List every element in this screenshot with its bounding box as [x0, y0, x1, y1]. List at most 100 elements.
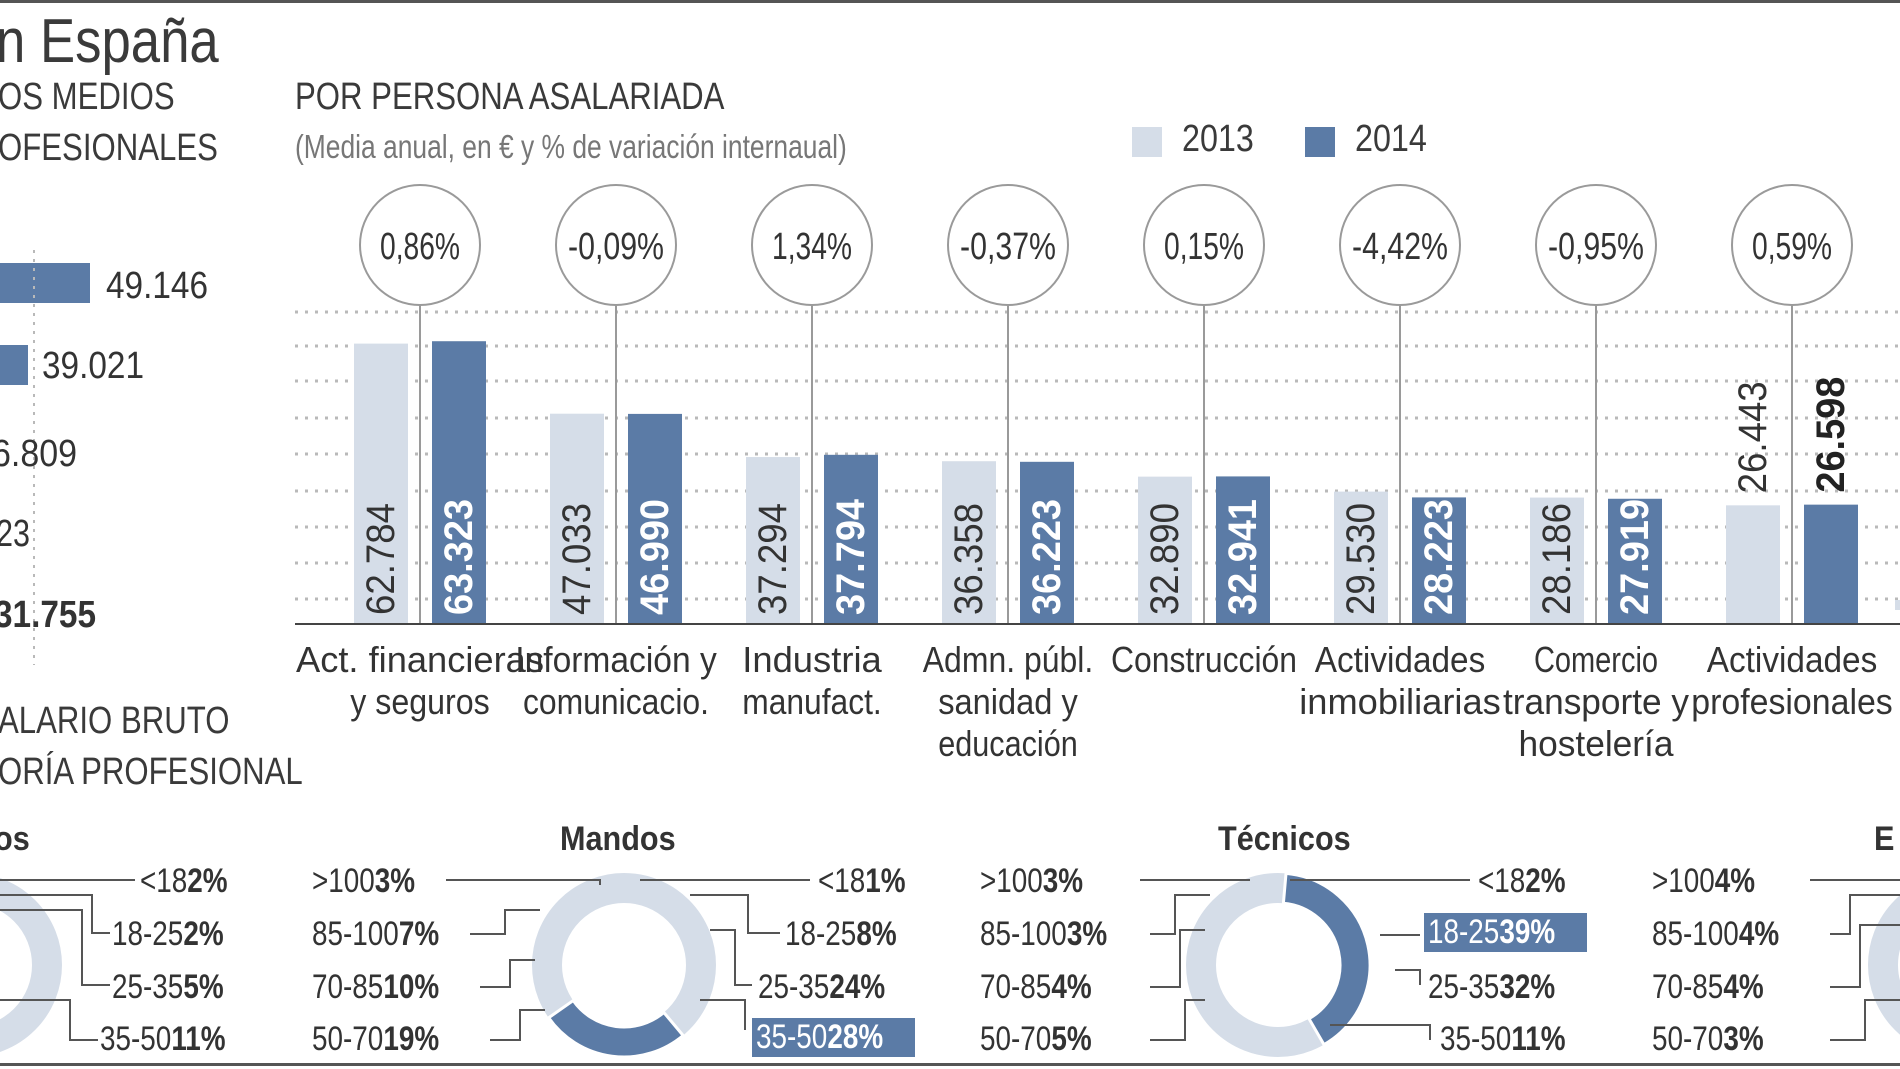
- mandos-range-lt18: <18: [818, 862, 866, 900]
- donut0-pct-35-50: 11%: [171, 1020, 226, 1058]
- value-label-2013-0: 62.784: [359, 503, 403, 615]
- mandos-label-70-85-text: 70-8510%: [312, 968, 439, 1007]
- variation-circle-2: [751, 184, 873, 306]
- left-heading-1-text: OS MEDIOS: [0, 76, 175, 118]
- left-bar-label-2: 6.809: [0, 433, 77, 475]
- donut3-label-85-100-text: 85-1004%: [1652, 915, 1779, 954]
- tecnicos-label-70-85-text: 70-854%: [980, 968, 1092, 1007]
- mandos-label-85-100: 85-1007%: [312, 915, 467, 954]
- variation-label-1: -0,09%: [568, 226, 664, 268]
- value-label-2013-7: 26.443: [1731, 381, 1775, 493]
- bar-2014-0: [432, 341, 486, 623]
- donut0-range-25-35: 25-35: [112, 968, 184, 1006]
- donut-3-ring: [1868, 895, 1900, 1035]
- donut-tecnicos-highlight: [1281, 871, 1372, 1047]
- variation-circle-0: [359, 184, 481, 306]
- value-label-2013-3: 36.358: [947, 503, 991, 615]
- bar-2013-6: [1530, 497, 1584, 623]
- donut0-range-35-50: 35-50: [100, 1020, 172, 1058]
- donut0-pct-lt18: 2%: [187, 862, 228, 900]
- mandos-range-50-70: 50-70: [312, 1020, 384, 1058]
- tecnicos-pct-35-50: 11%: [1511, 1020, 1566, 1058]
- left-heading-4: ORÍA PROFESIONAL: [0, 751, 370, 794]
- category-label-7-1: profesionales: [1691, 681, 1893, 722]
- leader-line-3: [0, 999, 98, 1041]
- mandos-label-50-70: 50-7019%: [312, 1020, 467, 1059]
- left-bar-label-4: 31.755: [0, 594, 96, 636]
- donut3-pct-85-100: 4%: [1738, 915, 1780, 953]
- category-label-5-1: inmobiliarias: [1299, 681, 1501, 722]
- bar-2013-3: [942, 461, 996, 623]
- donut-mandos-highlight: [546, 998, 686, 1059]
- bar-2013-0: [354, 343, 408, 623]
- mandos-label-lt18-text: <181%: [818, 862, 906, 901]
- donut-title-0-text: os: [0, 820, 30, 858]
- category-label-6-1: transporte y: [1503, 681, 1689, 722]
- tecnicos-pct-85-100: 3%: [1066, 915, 1108, 953]
- donut-title-tecnicos-text: Técnicos: [1218, 820, 1351, 858]
- category-label-1-1: comunicacio.: [523, 681, 709, 722]
- donut3-pct-gt100: 4%: [1714, 862, 1756, 900]
- leader-line-1: [0, 894, 110, 934]
- mandos-label-35-50-text: 35-5028%: [756, 1018, 883, 1057]
- leader-line-13: [1150, 894, 1210, 935]
- mandos-range-85-100: 85-100: [312, 915, 399, 953]
- category-label-0-1: y seguros: [350, 681, 490, 722]
- donut3-range-70-85: 70-85: [1652, 968, 1724, 1006]
- left-bar-label-0: 49.146: [106, 265, 208, 307]
- left-heading-3: ALARIO BRUTO: [0, 700, 280, 743]
- legend-label-2014-text: 2014: [1355, 118, 1427, 160]
- tecnicos-range-lt18: <18: [1478, 862, 1526, 900]
- mandos-pct-35-50: 28%: [827, 1018, 884, 1056]
- tecnicos-label-85-100: 85-1003%: [980, 915, 1135, 954]
- mandos-label-70-85: 70-8510%: [312, 968, 467, 1007]
- mandos-pct-50-70: 19%: [383, 1020, 440, 1058]
- category-label-6-2: hostelería: [1519, 723, 1675, 764]
- left-bar-2: [0, 345, 28, 385]
- leader-line-14: [1150, 929, 1205, 988]
- donut3-range-50-70: 50-70: [1652, 1020, 1724, 1058]
- variation-label-3: -0,37%: [960, 226, 1056, 268]
- tecnicos-label-25-35-text: 25-3532%: [1428, 968, 1555, 1007]
- donut0-pct-18-25: 2%: [183, 915, 224, 953]
- bar-2013-4: [1138, 476, 1192, 623]
- leader-line-2: [0, 909, 110, 986]
- donut3-pct-70-85: 4%: [1723, 968, 1764, 1006]
- value-label-2014-1: 46.990: [633, 499, 677, 615]
- donut3-pct-50-70: 3%: [1723, 1020, 1764, 1058]
- donut3-label-gt100-text: >1004%: [1652, 862, 1755, 901]
- chart-title-text: POR PERSONA ASALARIADA: [295, 76, 725, 118]
- leader-line-4: [446, 879, 601, 885]
- donut0-label-lt18-text: <182%: [140, 862, 228, 901]
- left-bar-label-1: 39.021: [42, 345, 144, 387]
- tecnicos-label-gt100: >1003%: [980, 862, 1106, 901]
- donut0-range-18-25: 18-25: [112, 915, 184, 953]
- mandos-label-gt100-text: >1003%: [312, 862, 415, 901]
- tecnicos-range-85-100: 85-100: [980, 915, 1067, 953]
- donut-title-tecnicos: Técnicos: [1218, 820, 1365, 859]
- tecnicos-range-70-85: 70-85: [980, 968, 1052, 1006]
- bar-2013-1: [550, 413, 604, 623]
- bar-2013-7: [1726, 505, 1780, 623]
- legend-label-2013-text: 2013: [1182, 118, 1254, 160]
- mandos-range-70-85: 70-85: [312, 968, 384, 1006]
- legend-label-2013: 2013: [1182, 118, 1267, 161]
- category-label-0-0: Act. financieras: [296, 639, 544, 680]
- chart-subtitle: (Media anual, en € y % de variación inte…: [295, 128, 985, 166]
- mandos-label-gt100: >1003%: [312, 862, 438, 901]
- donut3-label-70-85: 70-854%: [1652, 968, 1788, 1007]
- value-label-2014-3: 36.223: [1025, 499, 1069, 615]
- tecnicos-pct-70-85: 4%: [1051, 968, 1092, 1006]
- value-label-2014-6: 27.919: [1613, 499, 1657, 615]
- left-bar-label-3: 23: [0, 513, 30, 555]
- mandos-pct-18-25: 8%: [856, 915, 897, 953]
- donut3-range-gt100: >100: [1652, 862, 1715, 900]
- partial-bar-edge: [1895, 600, 1900, 610]
- category-label-7-0: Actividades: [1707, 639, 1878, 680]
- leader-line-18: [1395, 969, 1421, 985]
- variation-circle-6: [1535, 184, 1657, 306]
- donut0-label-25-35: 25-355%: [112, 968, 248, 1007]
- tecnicos-pct-18-25: 39%: [1499, 913, 1556, 951]
- donut0-range-lt18: <18: [140, 862, 188, 900]
